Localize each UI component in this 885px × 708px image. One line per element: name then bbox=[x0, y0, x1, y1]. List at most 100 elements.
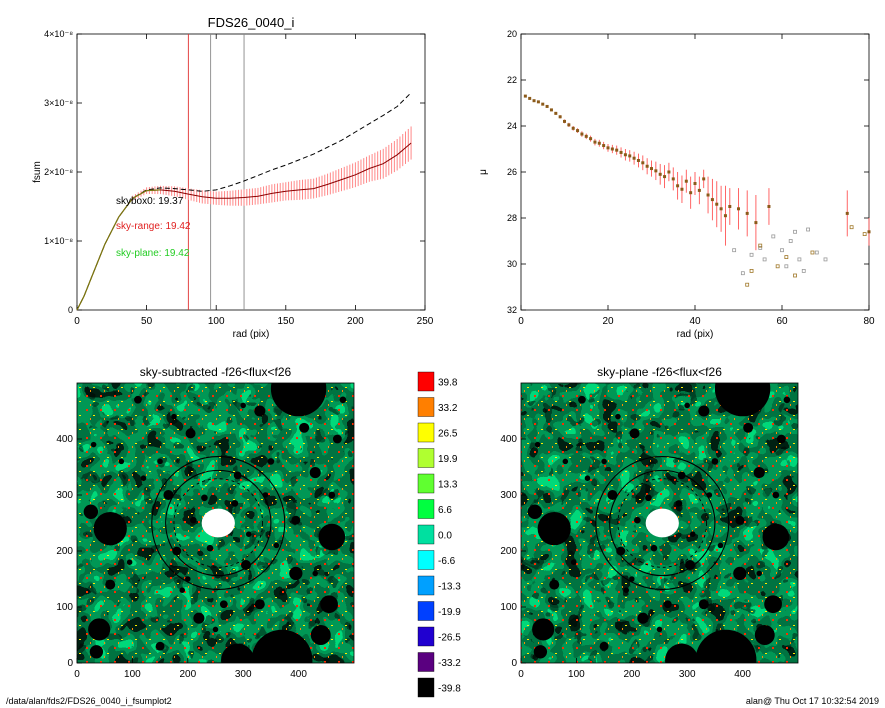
colorbar-label: 33.2 bbox=[438, 403, 458, 414]
x-tick-label: 250 bbox=[417, 316, 434, 327]
open-data-point bbox=[793, 273, 797, 278]
data-point bbox=[723, 214, 727, 218]
data-point bbox=[684, 179, 688, 183]
mask-blob bbox=[291, 515, 301, 525]
data-point bbox=[584, 134, 588, 138]
mask-blob bbox=[756, 570, 762, 577]
mask-blob bbox=[689, 531, 696, 537]
aperture-ring bbox=[609, 469, 716, 577]
mask-blob bbox=[332, 434, 342, 444]
colorbar: 39.8 33.2 26.5 19.9 13.3 6.6 0.0 -6.6 -13.3 -19.9… bbox=[417, 371, 461, 698]
mask-blob bbox=[163, 490, 174, 500]
mask-blob bbox=[634, 516, 641, 524]
x-axis-label: rad (pix) bbox=[233, 329, 270, 340]
map-frame bbox=[76, 382, 355, 664]
mask-blob bbox=[251, 629, 313, 663]
colorbar-swatch bbox=[417, 677, 435, 698]
data-point bbox=[767, 205, 771, 208]
y-tick-label: 24 bbox=[507, 121, 517, 131]
chart-title: FDS26_0040_i bbox=[208, 15, 295, 30]
mask-blob bbox=[629, 428, 640, 439]
data-point bbox=[571, 126, 575, 130]
open-data-point bbox=[814, 250, 819, 255]
colorbar-label: -6.6 bbox=[438, 556, 456, 567]
y-tick-label: 0 bbox=[67, 658, 73, 669]
data-point bbox=[580, 132, 584, 136]
mask-blob bbox=[155, 641, 165, 651]
sky-plane-map: sky-plane -f26<flux<f26 0 100 200 300 400 0 100… bbox=[500, 365, 799, 680]
x-tick-label: 300 bbox=[679, 669, 696, 680]
x-tick-label: 400 bbox=[290, 669, 307, 680]
data-point bbox=[737, 207, 740, 211]
mask-blob bbox=[711, 458, 719, 465]
data-point bbox=[650, 167, 653, 171]
colorbar-label: 6.6 bbox=[438, 505, 452, 516]
colorbar-swatch bbox=[417, 397, 435, 417]
footer-file-path: /data/alan/fds2/FDS26_0040_i_fsumplot2 bbox=[6, 696, 172, 706]
open-data-point bbox=[758, 245, 763, 250]
mask-blob bbox=[262, 492, 269, 498]
y-tick-label: 20 bbox=[507, 29, 517, 39]
mask-blob bbox=[637, 612, 649, 624]
mask-blob bbox=[245, 531, 252, 537]
x-tick-label: 150 bbox=[277, 316, 294, 327]
open-data-point bbox=[784, 255, 789, 260]
data-point bbox=[663, 175, 667, 179]
map-image bbox=[77, 383, 354, 663]
mask-blob bbox=[698, 405, 710, 417]
x-tick-label: 50 bbox=[141, 316, 153, 327]
annotation-label: sky-plane: 19.42 bbox=[116, 248, 190, 259]
open-data-point bbox=[784, 264, 789, 269]
mask-blob bbox=[615, 413, 621, 420]
mask-blob bbox=[783, 396, 791, 404]
x-tick-label: 100 bbox=[124, 669, 141, 680]
data-point bbox=[523, 94, 527, 98]
data-point bbox=[593, 140, 597, 144]
mask-blob bbox=[339, 396, 347, 404]
data-point bbox=[710, 198, 714, 202]
y-tick-label: 300 bbox=[56, 490, 73, 501]
annotation-label: skybox0: 19.37 bbox=[116, 196, 184, 207]
data-point bbox=[545, 104, 549, 108]
data-point bbox=[641, 161, 645, 165]
mask-blob bbox=[179, 587, 186, 593]
mask-blob bbox=[254, 405, 266, 417]
aperture-ring bbox=[595, 455, 730, 591]
x-tick-label: 400 bbox=[734, 669, 751, 680]
x-tick-label: 60 bbox=[776, 316, 788, 327]
y-tick-label: 0 bbox=[68, 305, 73, 315]
mask-blob bbox=[684, 402, 690, 409]
data-point bbox=[697, 188, 701, 192]
data-point bbox=[563, 119, 566, 123]
open-data-point bbox=[732, 248, 737, 253]
mask-blob bbox=[171, 413, 177, 420]
data-point bbox=[645, 164, 649, 168]
map-title: sky-plane -f26<flux<f26 bbox=[597, 365, 722, 379]
mask-blob bbox=[733, 566, 747, 581]
mask-blob bbox=[776, 434, 786, 444]
mask-blob bbox=[185, 576, 191, 582]
y-axis-label: fsum bbox=[32, 161, 43, 183]
x-tick-label: 300 bbox=[235, 669, 252, 680]
mask-blob bbox=[663, 600, 672, 609]
open-data-point bbox=[749, 252, 754, 257]
mask-blob bbox=[584, 475, 591, 481]
annotation-label: sky-range: 19.42 bbox=[116, 221, 191, 232]
y-tick-label: 22 bbox=[507, 75, 517, 85]
y-tick-label: 26 bbox=[507, 167, 517, 177]
mask-blob bbox=[675, 500, 683, 507]
mask-blob bbox=[645, 494, 652, 502]
y-tick-label: 28 bbox=[507, 213, 517, 223]
mask-blob bbox=[105, 579, 116, 590]
y-tick-label: 2×10⁻⁸ bbox=[44, 167, 73, 177]
mask-blob bbox=[717, 542, 724, 549]
data-point bbox=[554, 111, 558, 115]
data-point bbox=[576, 129, 580, 133]
mask-blob bbox=[320, 595, 338, 614]
y-tick-label: 100 bbox=[56, 602, 73, 613]
x-tick-label: 100 bbox=[208, 316, 225, 327]
y-tick-label: 400 bbox=[56, 434, 73, 445]
mask-blob bbox=[684, 560, 695, 570]
x-tick-label: 200 bbox=[179, 669, 196, 680]
mask-blob bbox=[312, 570, 318, 577]
